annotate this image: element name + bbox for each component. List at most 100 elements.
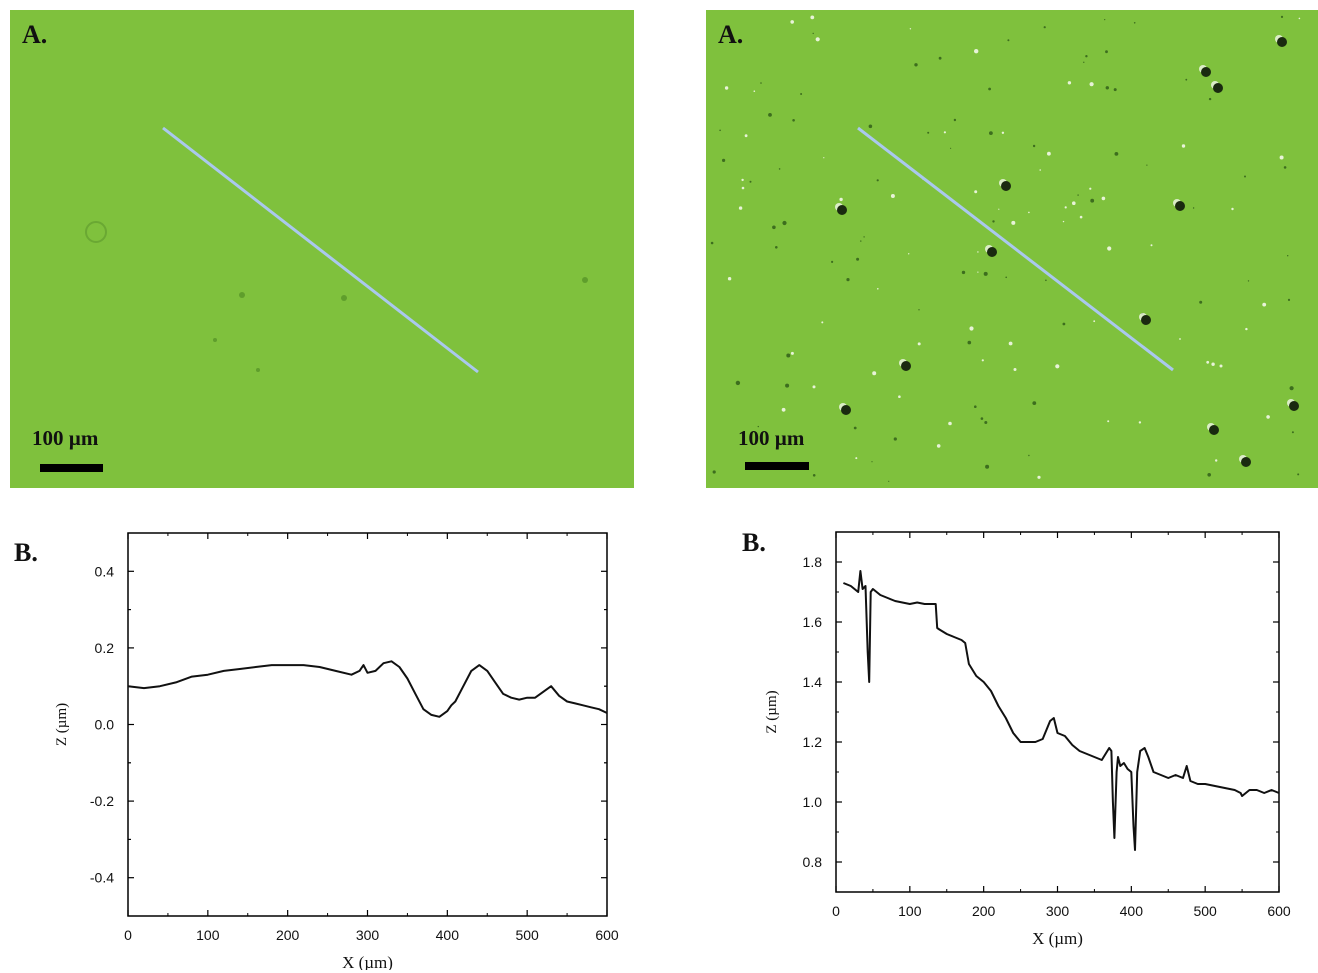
texture-speck xyxy=(749,180,752,183)
texture-speck xyxy=(974,190,978,194)
texture-speck xyxy=(1047,151,1051,156)
y-tick-label: 1.0 xyxy=(803,794,823,810)
y-tick-label: 0.0 xyxy=(95,717,115,733)
texture-pit xyxy=(1141,315,1151,325)
texture-speck xyxy=(860,240,862,242)
texture-speck xyxy=(1093,320,1096,323)
texture-speck xyxy=(981,359,984,362)
y-tick-label: 0.4 xyxy=(95,563,115,579)
texture-speck xyxy=(1133,22,1136,24)
texture-speck xyxy=(1013,368,1017,371)
texture-speck xyxy=(876,179,879,182)
texture-speck xyxy=(812,474,816,477)
y-tick-label: 0.2 xyxy=(95,640,115,656)
texture-speck xyxy=(1297,473,1300,476)
texture-speck xyxy=(1179,338,1181,340)
texture-pit xyxy=(841,405,851,415)
texture-speck xyxy=(855,457,858,460)
texture-pit xyxy=(1213,83,1223,93)
texture-speck xyxy=(1266,415,1270,419)
texture-speck xyxy=(1001,131,1005,134)
micrograph-right-texture xyxy=(710,15,1301,482)
profile-line xyxy=(162,126,479,374)
scale-bar xyxy=(40,464,103,472)
texture-speck xyxy=(974,49,979,54)
texture-pit xyxy=(1175,201,1185,211)
texture-speck xyxy=(735,380,741,386)
x-tick-label: 0 xyxy=(832,903,840,919)
y-axis-label: Z (µm) xyxy=(54,703,70,746)
x-tick-label: 500 xyxy=(515,927,539,943)
texture-speck xyxy=(753,90,756,92)
texture-speck xyxy=(778,168,781,170)
texture-speck xyxy=(1077,194,1079,196)
texture-speck xyxy=(1043,26,1046,29)
y-tick-label: -0.4 xyxy=(90,870,114,886)
texture-speck xyxy=(341,295,347,301)
texture-speck xyxy=(871,461,873,463)
texture-speck xyxy=(1045,279,1047,282)
texture-speck xyxy=(1064,206,1067,209)
texture-speck xyxy=(213,338,217,342)
y-tick-label: 1.4 xyxy=(803,674,823,690)
plot-frame xyxy=(127,532,608,917)
texture-speck xyxy=(792,119,795,122)
texture-speck xyxy=(898,395,901,399)
texture-speck xyxy=(1008,341,1013,346)
texture-speck xyxy=(918,309,920,311)
texture-speck xyxy=(1032,401,1037,405)
texture-speck xyxy=(1105,86,1109,90)
texture-speck xyxy=(785,383,790,388)
texture-speck xyxy=(1067,81,1072,85)
texture-speck xyxy=(961,270,966,275)
texture-speck xyxy=(1287,298,1291,301)
texture-speck xyxy=(1007,39,1010,42)
texture-speck xyxy=(719,129,721,132)
texture-speck xyxy=(1215,459,1218,462)
y-tick-label: 1.2 xyxy=(803,734,823,750)
texture-speck xyxy=(1283,166,1287,169)
texture-speck xyxy=(948,421,952,426)
texture-speck xyxy=(710,241,714,245)
texture-speck xyxy=(917,342,921,346)
texture-speck xyxy=(823,157,825,159)
texture-speck xyxy=(893,437,897,441)
texture-speck xyxy=(744,134,748,138)
texture-speck xyxy=(815,37,820,42)
y-tick-label: 1.8 xyxy=(803,554,823,570)
texture-speck xyxy=(985,464,990,469)
texture-speck xyxy=(908,253,910,255)
texture-speck xyxy=(1287,255,1289,257)
texture-speck xyxy=(1247,280,1250,282)
texture-speck xyxy=(1219,364,1223,368)
texture-speck xyxy=(1011,220,1016,225)
x-axis-label: X (µm) xyxy=(342,953,393,970)
texture-speck xyxy=(1146,164,1148,166)
texture-speck xyxy=(1206,360,1210,364)
texture-pit xyxy=(1209,425,1219,435)
texture-speck xyxy=(1150,244,1153,247)
texture-speck xyxy=(821,321,824,324)
y-axis-label: Z (µm) xyxy=(764,690,780,733)
texture-speck xyxy=(1207,473,1211,477)
texture-speck xyxy=(1085,55,1088,58)
x-tick-label: 200 xyxy=(276,927,300,943)
texture-speck xyxy=(1211,362,1215,366)
x-tick-label: 0 xyxy=(124,927,132,943)
texture-speck xyxy=(1062,322,1066,326)
texture-speck xyxy=(727,277,732,281)
texture-speck xyxy=(760,82,762,84)
texture-speck xyxy=(888,480,890,482)
texture-speck xyxy=(936,444,941,448)
x-axis-label: X (µm) xyxy=(1032,929,1083,948)
profile-line xyxy=(857,126,1174,372)
texture-speck xyxy=(1114,152,1119,156)
texture-speck xyxy=(790,351,794,355)
texture-speck xyxy=(1208,97,1212,101)
chart-panel-label: B. xyxy=(742,528,766,557)
texture-speck xyxy=(974,405,977,409)
texture-speck xyxy=(256,368,260,372)
x-tick-label: 500 xyxy=(1193,903,1217,919)
texture-speck xyxy=(741,186,745,190)
x-tick-label: 200 xyxy=(972,903,996,919)
